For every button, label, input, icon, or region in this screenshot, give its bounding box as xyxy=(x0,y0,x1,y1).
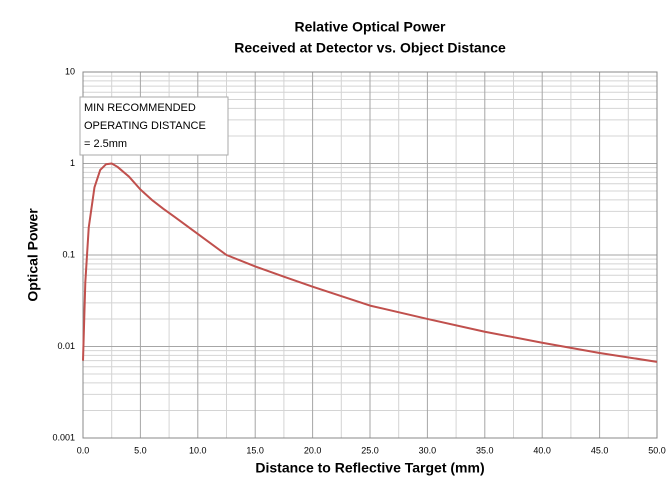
x-tick-label: 0.0 xyxy=(77,445,90,455)
y-tick-label: 10 xyxy=(65,66,75,76)
x-tick-label: 50.0 xyxy=(648,445,666,455)
x-tick-label: 10.0 xyxy=(189,445,207,455)
annotation-line: MIN RECOMMENDED xyxy=(84,102,196,114)
grid: 0.001 0.01 0.1 1 10 0.0 5.0 10.0 15.0 20.0 25.0 30.… xyxy=(52,66,665,455)
plot xyxy=(82,162,658,363)
x-tick-label: 5.0 xyxy=(134,445,147,455)
x-tick-label: 35.0 xyxy=(476,445,494,455)
y-tick-label: 0.01 xyxy=(57,341,75,351)
chart-subtitle: Received at Detector vs. Object Distance xyxy=(234,40,506,56)
x-tick-label: 30.0 xyxy=(419,445,437,455)
chart-title: Relative Optical Power xyxy=(295,19,446,35)
y-axis-label: Optical Power xyxy=(25,208,41,302)
x-tick-label: 20.0 xyxy=(304,445,322,455)
y-tick-label: 1 xyxy=(70,158,75,168)
x-tick-label: 45.0 xyxy=(591,445,609,455)
plot-border xyxy=(82,71,658,439)
x-tick-label: 25.0 xyxy=(361,445,379,455)
y-tick-label: 0.001 xyxy=(52,432,75,442)
x-tick-label: 15.0 xyxy=(246,445,264,455)
annotation: MIN RECOMMENDED OPERATING DISTANCE = 2.5mm xyxy=(84,102,206,150)
annotation-line: = 2.5mm xyxy=(84,138,127,150)
y-tick-label: 0.1 xyxy=(62,249,75,259)
annotation-line: OPERATING DISTANCE xyxy=(84,120,206,132)
x-tick-label: 40.0 xyxy=(533,445,551,455)
x-axis-label: Distance to Reflective Target (mm) xyxy=(255,460,484,476)
annotation-box xyxy=(79,96,229,156)
data-line xyxy=(82,162,658,363)
